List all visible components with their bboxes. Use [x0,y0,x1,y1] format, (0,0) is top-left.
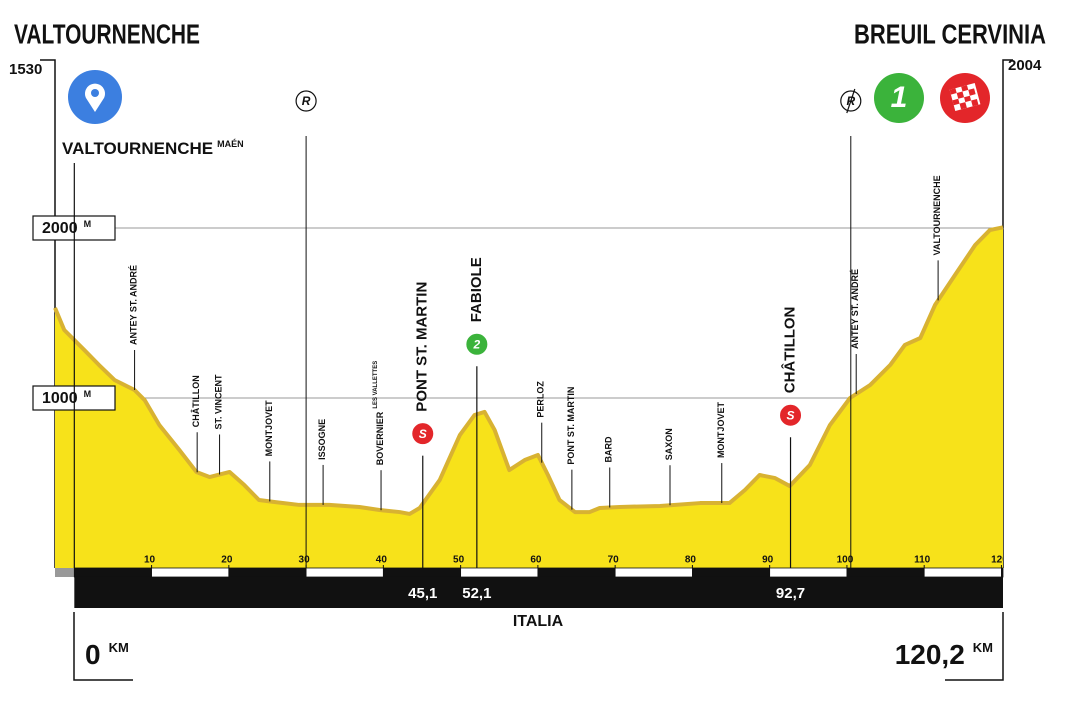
place-marker-label: 2 [473,337,481,351]
place-name: BARD [604,436,614,462]
distance-bar [74,577,1003,608]
place-name: ISSOGNE [317,419,327,460]
scale-segment [1001,567,1004,578]
x-tick-label: 70 [608,555,620,566]
finish-climb-icon [874,73,924,123]
y-tick-value: 1000 [42,390,78,407]
finish-climb-label: 1 [891,81,908,114]
x-tick-label: 40 [376,555,388,566]
place-label: CHÂTILLON [191,375,202,427]
place-label: BOVERNIER LES VALLETTES [373,361,386,465]
x-tick-label: 30 [299,555,311,566]
start-title: VALTOURNENCHE [14,18,200,49]
place-name: MONTJOVET [716,402,726,459]
start-label-sup: MAÉN [217,139,244,149]
profile-edge [53,225,1004,516]
place-label: CHÂTILLON [780,307,798,394]
distance-start-value: 0 [85,639,101,670]
x-tick-labels: 10 20 30 40 50 60 70 80 90 100 110 120 [144,555,1008,568]
place-name: ANTEY ST. ANDRÉ [129,265,139,345]
distance-end-value: 120,2 [895,639,965,670]
scale-segment [305,567,384,578]
place-label: SAXON [664,428,674,460]
scale-segment [692,567,771,578]
place-label: ISSOGNE [317,419,327,460]
place-label: FABIOLE [468,257,485,322]
x-tick-label: 20 [221,555,233,566]
place-name: PERLOZ [536,381,546,418]
distance-mark: 52,1 [462,585,491,602]
place-marker-label: S [787,408,795,422]
scale-segment [537,567,616,578]
place-label: PERLOZ [536,381,546,418]
scale-segment [73,567,152,578]
feed-zone-label: R [302,94,311,108]
feed-zone-end-slash [846,88,856,114]
distance-start-unit: KM [109,640,129,655]
start-elevation: 1530 [9,61,42,78]
place-label: ANTEY ST. ANDRÉ [851,269,861,349]
place-marker [779,403,803,427]
place-label: ST. VINCENT [214,374,224,430]
frame-bottom [73,612,1004,681]
distance-start: 0 KM [85,639,129,670]
place-label: ANTEY ST. ANDRÉ [129,265,139,345]
place-marker [411,422,435,446]
scale-segment [382,567,462,578]
place-name: PONT ST. MARTIN [566,387,576,465]
y-tick-label: 1000 M [42,389,91,407]
scale-segment [614,567,693,578]
x-tick-label: 80 [685,555,697,566]
place-name: ANTEY ST. ANDRÉ [851,269,861,349]
distance-end: 120,2 KM [895,639,993,670]
scale-lead [55,568,75,577]
scale-segment [923,567,1002,578]
y-tick-unit: M [84,219,92,229]
distance-mark: 92,7 [776,585,805,602]
place-label: MONTJOVET [264,400,274,457]
place-marker [465,332,489,356]
place-label: PONT ST. MARTIN [566,387,576,465]
scale-segment [846,567,925,578]
x-tick-label: 10 [144,555,156,566]
y-tick-unit: M [84,389,92,399]
scale-segment [769,567,848,578]
finish-elevation: 2004 [1008,57,1042,74]
place-name: MONTJOVET [264,400,274,457]
x-tick-label: 60 [530,555,542,566]
start-label-main: VALTOURNENCHE [62,139,213,158]
scale-segment [460,567,539,578]
place-label: MONTJOVET [716,402,726,459]
place-marker-label: S [419,427,427,441]
x-tick-label: 110 [914,555,931,566]
place-name: CHÂTILLON [191,375,202,427]
place-name: VALTOURNENCHE [932,175,942,255]
country-label: ITALIA [513,613,564,630]
start-label: VALTOURNENCHE MAÉN [62,139,244,158]
distance-mark: 45,1 [408,585,437,602]
finish-flag-icon [940,73,990,123]
place-name: BOVERNIER [375,411,385,465]
x-tick-label: 50 [453,555,465,566]
place-label: VALTOURNENCHE [932,175,942,255]
distance-end-unit: KM [973,640,993,655]
place-name: ST. VINCENT [214,374,224,430]
place-name: SAXON [664,428,674,460]
scale-segment [228,567,307,578]
place-label: PONT ST. MARTIN [414,282,431,412]
place-label: BARD [604,436,614,462]
y-tick-label: 2000 M [42,219,91,237]
x-tick-label: 120 [991,555,1008,566]
profile-area [55,227,1003,568]
finish-title: BREUIL CERVINIA [854,18,1046,49]
y-tick-value: 2000 [42,220,78,237]
scale-segment [151,567,230,578]
x-tick-label: 100 [837,555,854,566]
x-tick-label: 90 [762,555,774,566]
start-icon [68,70,122,124]
feed-zone-icon [295,90,317,112]
place-sub: LES VALLETTES [373,361,379,409]
